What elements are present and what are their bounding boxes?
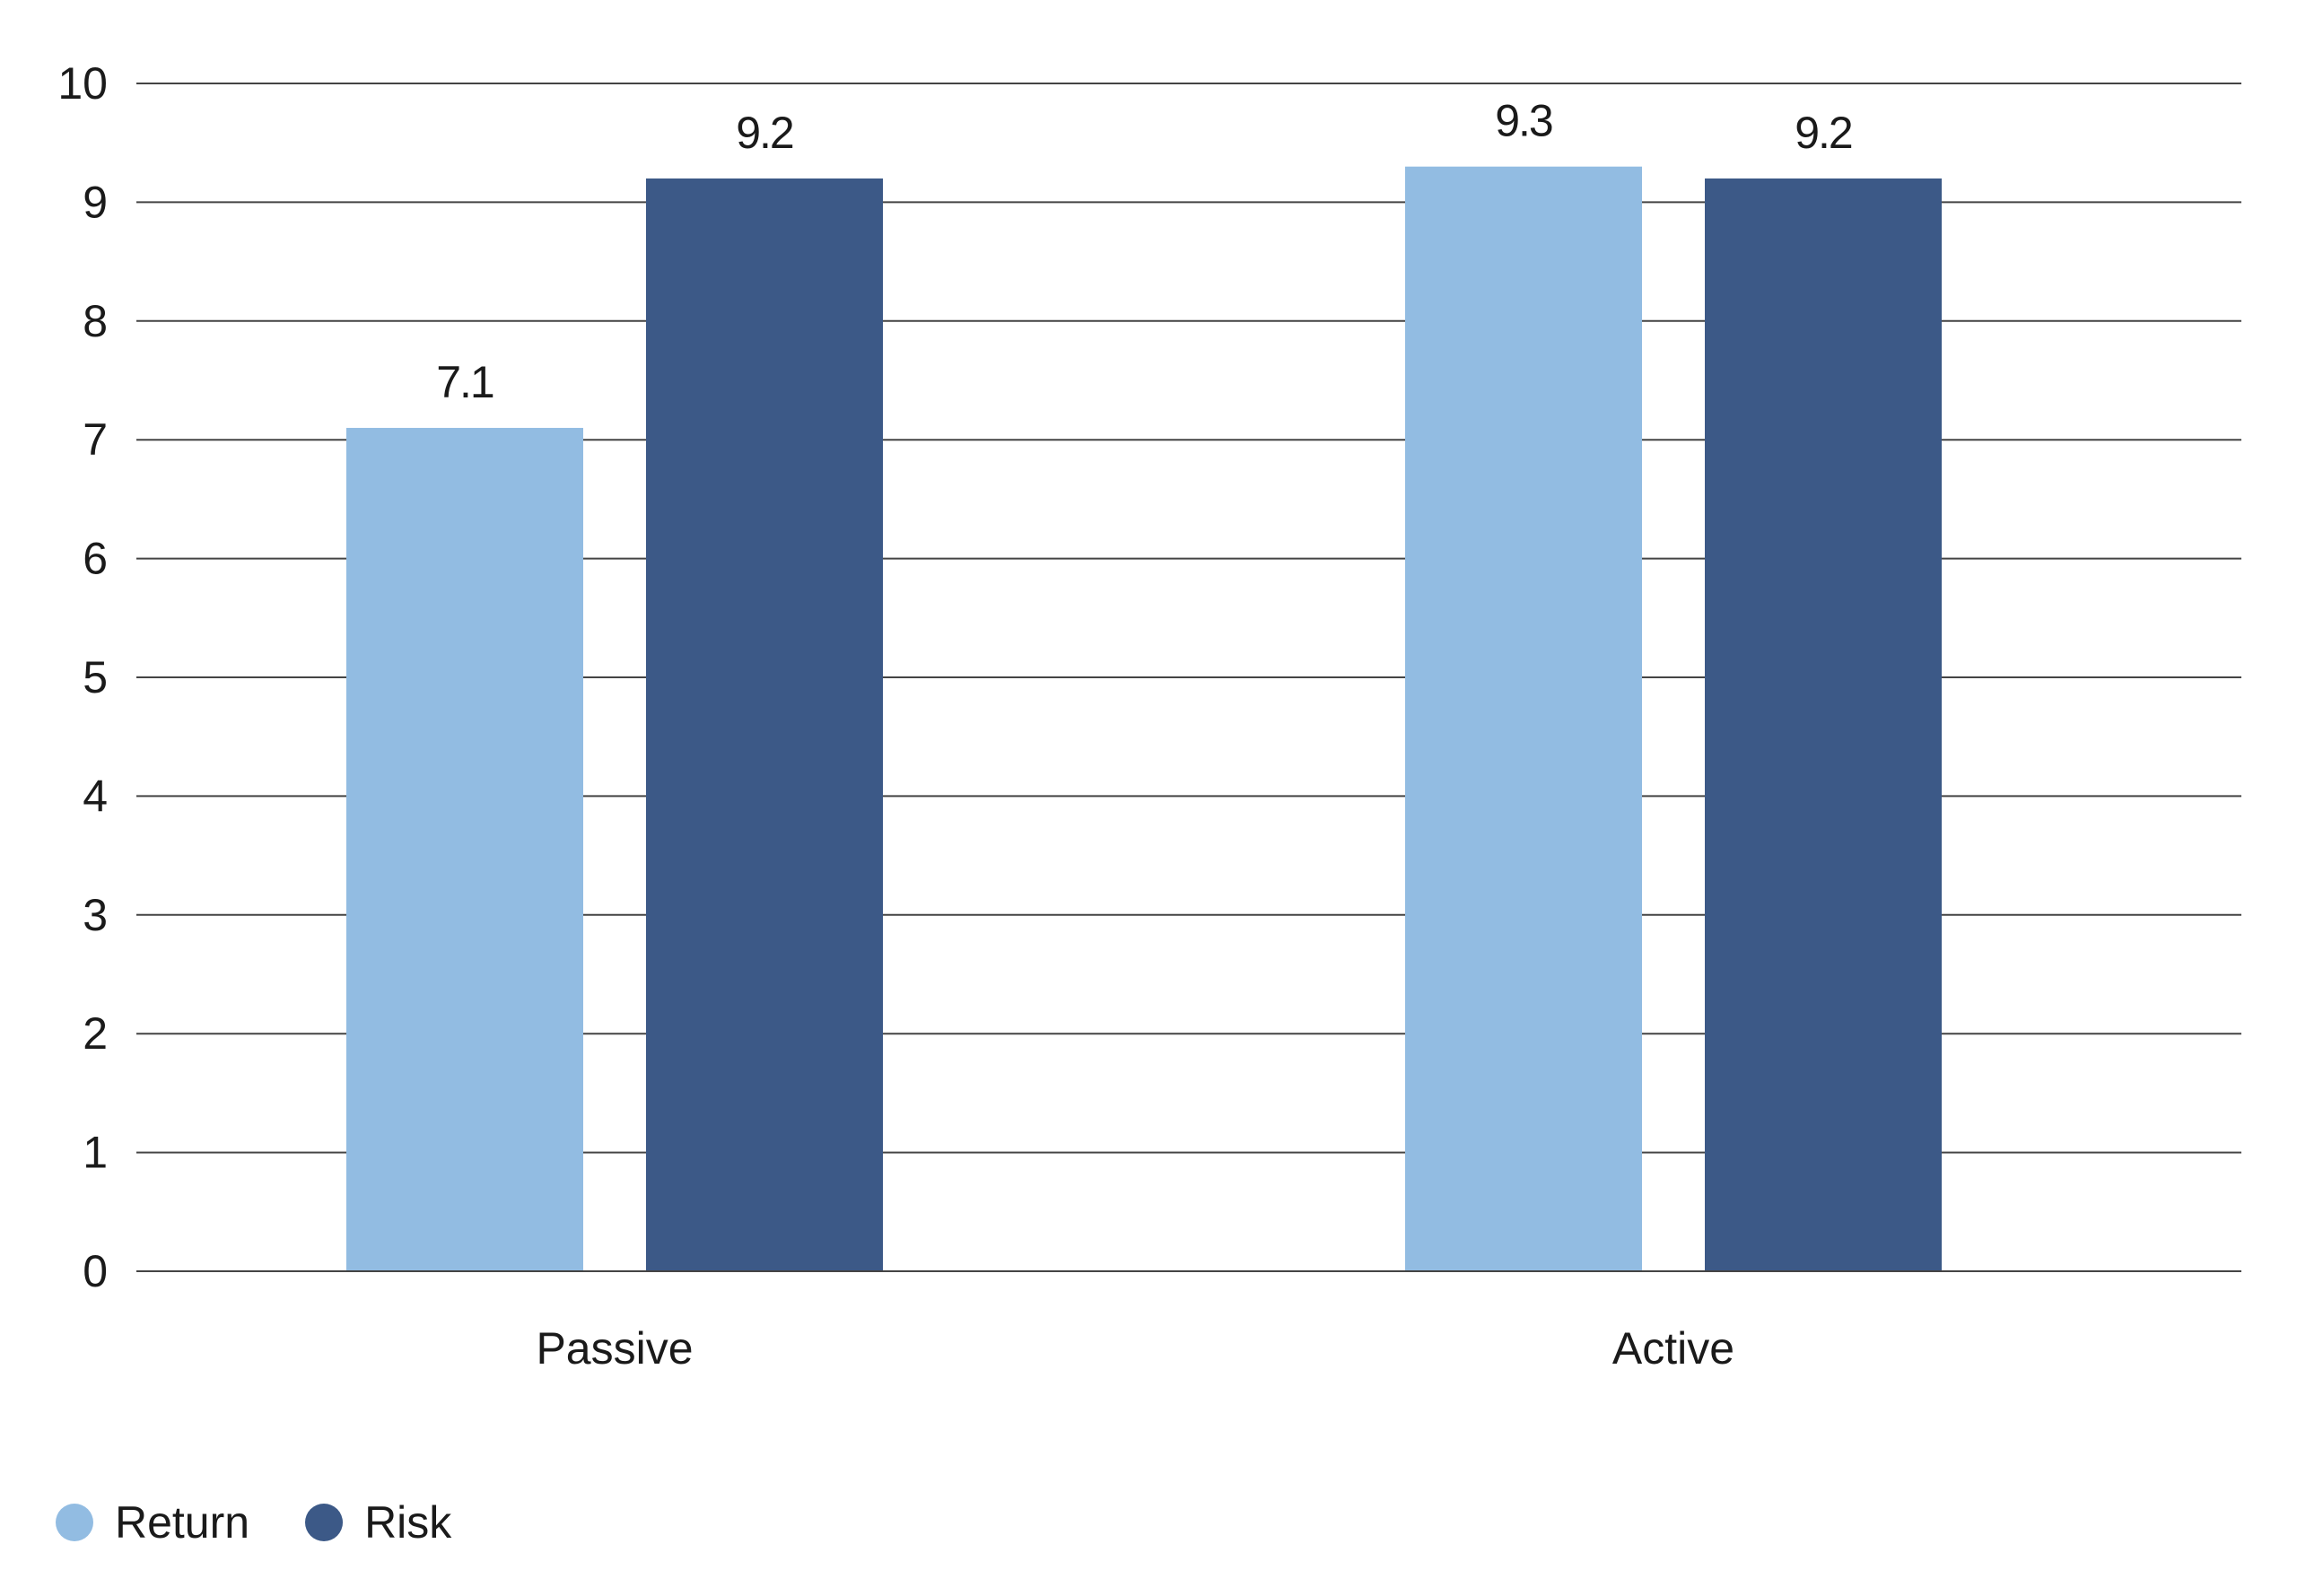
y-tick-label: 9 [83, 177, 108, 227]
x-tick-label: Passive [536, 1323, 693, 1374]
x-axis-ticks: Passive Active [136, 1270, 2241, 1374]
legend-label-risk: Risk [364, 1497, 452, 1548]
y-tick-label: 10 [57, 58, 108, 109]
legend: Return Risk [56, 1496, 507, 1548]
y-tick-label: 0 [83, 1246, 108, 1296]
bar-return-active [1405, 166, 1642, 1272]
legend-item-return: Return [56, 1496, 249, 1548]
legend-label-return: Return [115, 1497, 250, 1548]
bar-risk-active [1705, 178, 1942, 1271]
y-tick-label: 1 [83, 1128, 108, 1178]
data-labels: 7.1 9.2 9.3 9.2 [436, 96, 1854, 407]
legend-swatch-return [56, 1504, 93, 1541]
x-tick-label: Active [1612, 1323, 1734, 1374]
data-label: 9.2 [736, 108, 793, 158]
y-tick-label: 6 [83, 534, 108, 584]
y-tick-label: 5 [83, 652, 108, 702]
legend-item-risk: Risk [305, 1496, 451, 1548]
data-label: 9.2 [1795, 108, 1852, 158]
y-tick-label: 3 [83, 890, 108, 940]
data-label: 9.3 [1495, 96, 1552, 146]
y-axis-ticks: 0 1 2 3 4 5 6 7 8 9 10 [57, 58, 108, 1296]
y-tick-label: 7 [83, 414, 108, 465]
bars [346, 166, 1942, 1272]
legend-swatch-risk [305, 1504, 344, 1541]
y-tick-label: 8 [83, 296, 108, 346]
y-tick-label: 2 [83, 1008, 108, 1059]
y-tick-label: 4 [83, 771, 108, 821]
bar-risk-passive [646, 178, 883, 1271]
data-label: 7.1 [436, 357, 493, 407]
bar-return-passive [346, 427, 583, 1272]
